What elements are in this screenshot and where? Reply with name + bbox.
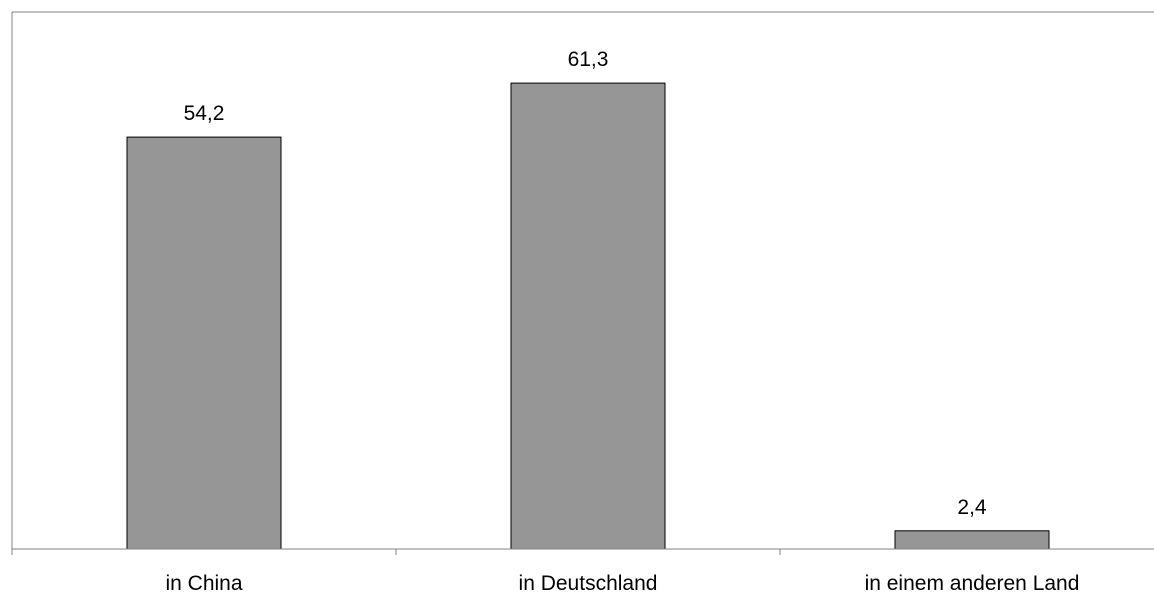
bar (510, 82, 666, 550)
x-tick-labels-group: in China in Deutschland in einem anderen L… (165, 572, 1079, 595)
x-tick-label: in China (165, 572, 242, 595)
x-tick-label: in einem anderen Land (865, 572, 1080, 595)
bar (894, 530, 1050, 550)
data-label: 2,4 (957, 496, 987, 519)
bars-group (126, 82, 1050, 550)
value-labels-group: 54,2 61,3 2,4 (184, 48, 987, 519)
data-label: 54,2 (184, 102, 225, 125)
data-label: 61,3 (568, 48, 609, 71)
bar (126, 136, 282, 550)
x-tick-marks-group (11, 549, 781, 555)
x-tick-label: in Deutschland (519, 572, 658, 595)
